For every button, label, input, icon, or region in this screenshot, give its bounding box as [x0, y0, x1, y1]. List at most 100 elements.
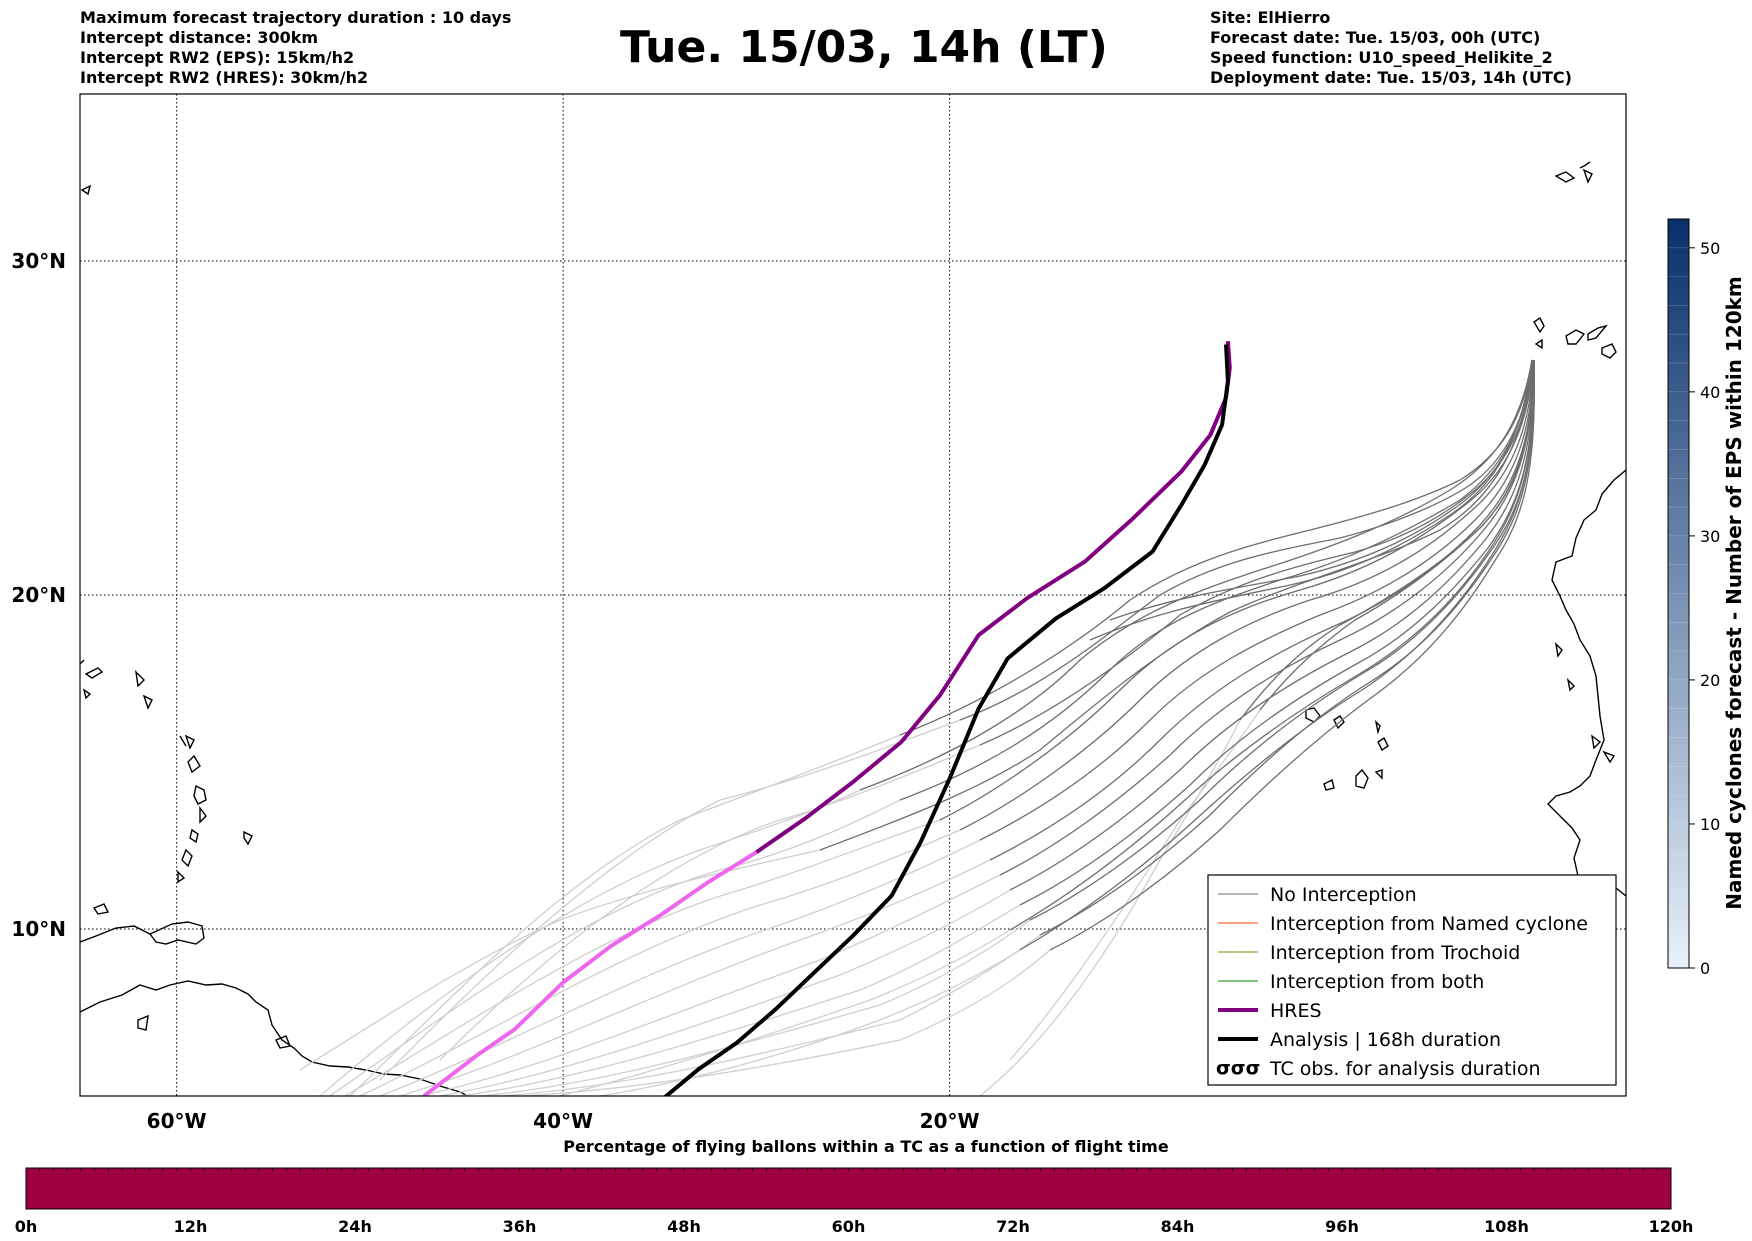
- coast-south-america: [80, 980, 469, 1096]
- eps-trajectory: [939, 359, 1535, 821]
- flight-time-tick-label: 60h: [832, 1217, 866, 1236]
- eps-trajectory: [344, 819, 941, 1096]
- coast-lesser-antilles-1: [84, 667, 153, 710]
- eps-trajectory: [379, 719, 961, 1081]
- eps-trajectory: [999, 359, 1535, 876]
- legend-label: No Interception: [1270, 884, 1417, 906]
- param-site: Site: ElHierro: [1210, 8, 1331, 27]
- colorbar-label: Named cyclones forecast - Number of EPS …: [1722, 276, 1746, 910]
- colorbar-tick-label: 50: [1700, 239, 1720, 258]
- flight-time-tick-label: 96h: [1325, 1217, 1359, 1236]
- legend: No Interception Interception from Named c…: [1207, 874, 1617, 1086]
- eps-trajectory: [979, 719, 1241, 1096]
- eps-trajectory: [979, 359, 1535, 841]
- colorbar-tick-label: 30: [1700, 527, 1720, 546]
- legend-label: TC obs. for analysis duration: [1269, 1058, 1541, 1080]
- flight-time-tick-label: 36h: [503, 1217, 537, 1236]
- flight-time-tick-label: 120h: [1649, 1217, 1694, 1236]
- legend-item: Interception from Named cyclone: [1218, 913, 1588, 935]
- eps-trajectory: [1039, 359, 1535, 936]
- latitude-label: 30°N: [11, 249, 66, 273]
- eps-trajectory: [359, 829, 961, 1096]
- param-rw2-eps: Intercept RW2 (EPS): 15km/h2: [80, 48, 355, 67]
- eps-trajectory: [1019, 359, 1535, 906]
- coast-venezuela-north: [80, 925, 151, 943]
- eps-trajectory: [959, 359, 1535, 831]
- eps-trajectory: [899, 359, 1534, 801]
- flight-time-tick-label: 84h: [1161, 1217, 1195, 1236]
- param-speed-function: Speed function: U10_speed_Helikite_2: [1210, 48, 1553, 67]
- legend-item: HRES: [1218, 1000, 1322, 1022]
- colorbar-tick-label: 10: [1700, 815, 1720, 834]
- legend-item: No Interception: [1218, 884, 1417, 906]
- flight-time-tick-label: 12h: [174, 1217, 208, 1236]
- colorbar: 0 10 20 30 40 50 Named cyclones forecast - Nu…: [1667, 218, 1746, 978]
- latitude-label: 20°N: [11, 583, 66, 607]
- eps-trajectory: [349, 734, 901, 1096]
- eps-trajectory: [419, 874, 1001, 1096]
- latitude-label: 10°N: [11, 917, 66, 941]
- site-parameters: Site: ElHierro Forecast date: Tue. 15/03…: [1210, 8, 1572, 88]
- legend-item: Analysis | 168h duration: [1218, 1029, 1501, 1051]
- eps-trajectory: [1239, 359, 1535, 721]
- eps-trajectory: [559, 929, 1011, 1096]
- eps-trajectory: [329, 799, 901, 1096]
- flight-time-bar-fill: [25, 1167, 1672, 1210]
- eps-trajectory: [479, 919, 1031, 1096]
- longitude-label: 20°W: [920, 1109, 980, 1133]
- eps-trajectory: [859, 359, 1533, 791]
- eps-trajectory: [1009, 359, 1535, 931]
- coast-lesser-antilles-3: [189, 784, 207, 844]
- legend-item: Interception from both: [1218, 971, 1484, 993]
- legend-label: Interception from both: [1270, 971, 1484, 993]
- eps-trajectory: [459, 904, 1021, 1096]
- eps-trajectory: [299, 849, 821, 1071]
- eps-trajectory: [1009, 359, 1535, 891]
- forecast-parameters: Maximum forecast trajectory duration : 1…: [80, 8, 511, 88]
- tc-symbol-icon: σσσ: [1216, 1057, 1260, 1079]
- coast-canary-islands: [1533, 316, 1617, 359]
- eps-trajectories-light: [299, 709, 1261, 1096]
- colorbar-tick-label: 20: [1700, 671, 1720, 690]
- coast-small-islands: [80, 184, 291, 1049]
- flight-time-tick-label: 48h: [667, 1217, 701, 1236]
- param-intercept-distance: Intercept distance: 300km: [80, 28, 319, 47]
- eps-trajectory: [599, 949, 1021, 1096]
- map-frame: [79, 93, 1627, 1097]
- coast-trinidad: [148, 921, 205, 945]
- flight-time-bar-title: Percentage of flying ballons within a TC…: [563, 1137, 1169, 1156]
- legend-label: Interception from Trochoid: [1270, 942, 1520, 964]
- eps-trajectory: [819, 359, 1534, 851]
- longitude-label: 40°W: [533, 1109, 593, 1133]
- longitude-label: 60°W: [147, 1109, 207, 1133]
- map-axis-labels: 60°W 40°W 20°W 30°N 20°N 10°N: [11, 249, 979, 1133]
- eps-trajectory: [959, 359, 1534, 721]
- eps-trajectory: [319, 789, 861, 1096]
- hres-track-early: [422, 850, 758, 1096]
- eps-trajectory: [519, 949, 1051, 1096]
- coast-lesser-antilles-2: [179, 734, 201, 774]
- legend-label: Analysis | 168h duration: [1270, 1029, 1501, 1051]
- coast-madeira: [1554, 161, 1593, 184]
- legend-label: HRES: [1270, 1000, 1322, 1022]
- eps-trajectory: [439, 744, 981, 1061]
- eps-trajectory: [1029, 359, 1535, 921]
- coast-africa-islands: [1554, 641, 1616, 764]
- analysis-track: [663, 344, 1230, 1096]
- eps-trajectory: [1019, 359, 1535, 951]
- flight-time-bar: Percentage of flying ballons within a TC…: [15, 1137, 1694, 1236]
- legend-label: Interception from Named cyclone: [1270, 913, 1588, 935]
- flight-time-tick-label: 0h: [15, 1217, 38, 1236]
- flight-time-tick-label: 72h: [996, 1217, 1030, 1236]
- eps-trajectory: [1259, 359, 1535, 711]
- colorbar-tick-label: 40: [1700, 383, 1720, 402]
- colorbar-tick-label: 0: [1700, 959, 1710, 978]
- eps-trajectory: [1109, 359, 1533, 621]
- param-max-duration: Maximum forecast trajectory duration : 1…: [80, 8, 512, 27]
- eps-trajectory: [1009, 709, 1261, 1061]
- eps-trajectory: [1049, 359, 1536, 951]
- legend-item: σσσ TC obs. for analysis duration: [1216, 1057, 1541, 1080]
- param-forecast-date: Forecast date: Tue. 15/03, 00h (UTC): [1210, 28, 1541, 47]
- legend-box: [1207, 874, 1617, 1086]
